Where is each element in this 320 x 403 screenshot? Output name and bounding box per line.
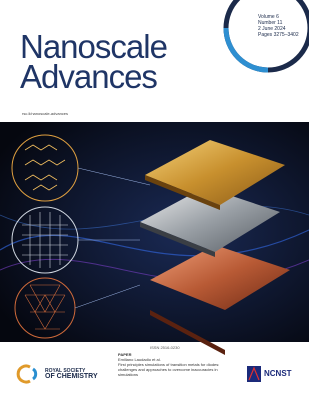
publisher: ROYAL SOCIETY OF CHEMISTRY	[45, 368, 98, 380]
url: rsc.li/nanoscale-advances	[22, 111, 68, 116]
paper-title: First principles simulations of transiti…	[118, 362, 228, 377]
issn: ISSN 2516-0230	[150, 345, 180, 350]
cover-page: {"header": {"volume": "Volume 6", "numbe…	[0, 0, 309, 403]
journal-title: Advances	[20, 60, 157, 93]
pages: Pages 3275–3402	[258, 32, 299, 38]
rsc-logo	[33, 369, 36, 379]
rsc-logo	[18, 366, 30, 382]
partner: NCNST	[264, 369, 292, 378]
publisher-line: OF CHEMISTRY	[45, 374, 98, 380]
